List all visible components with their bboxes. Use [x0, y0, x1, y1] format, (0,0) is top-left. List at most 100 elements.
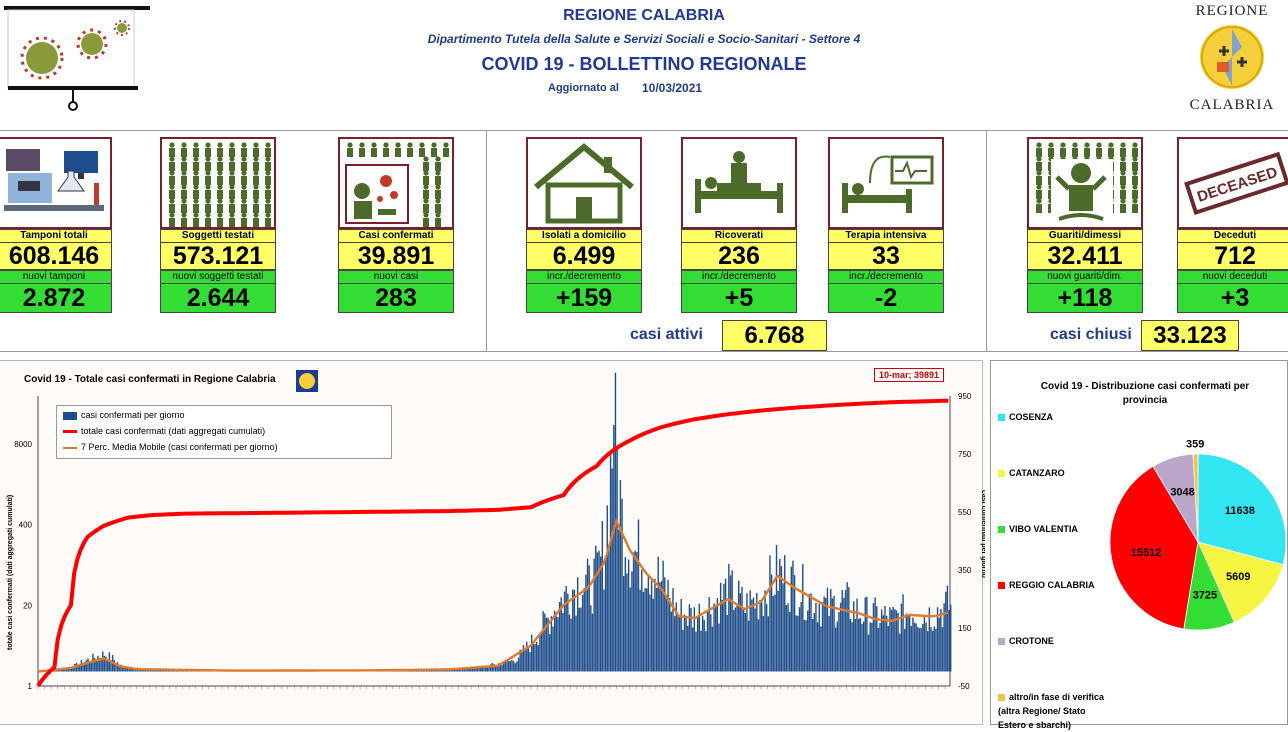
daily-bar	[114, 660, 115, 671]
daily-bar	[907, 614, 908, 672]
daily-bar	[529, 652, 530, 671]
pie-legend-item: REGGIO CALABRIA	[998, 580, 1095, 590]
left-tick-label: 8000	[14, 440, 32, 449]
kpi-value: 32.411	[1027, 243, 1143, 270]
daily-bar	[630, 587, 631, 671]
legend-swatch	[998, 470, 1005, 477]
casi-chiusi-value: 33.123	[1141, 320, 1239, 351]
deceased-stamp-icon: DECEASED	[1179, 139, 1288, 227]
legend-item-cumulative: totale casi confermati (dati aggregati c…	[63, 426, 265, 436]
daily-bar	[731, 570, 732, 671]
daily-bar	[704, 620, 705, 672]
daily-bar	[879, 623, 880, 672]
daily-bar	[850, 619, 851, 672]
daily-bar	[549, 634, 550, 671]
coat-of-arms-icon	[1197, 22, 1267, 92]
daily-bar	[722, 600, 723, 672]
daily-bar	[681, 599, 682, 671]
daily-bar	[685, 618, 686, 672]
hospital-bed-icon	[681, 137, 797, 229]
daily-bar	[805, 620, 806, 671]
daily-bar	[764, 590, 765, 671]
daily-bar	[842, 590, 843, 672]
daily-bar	[753, 598, 754, 672]
casi-attivi-label: casi attivi	[630, 326, 703, 344]
daily-bar	[501, 665, 502, 671]
daily-bar	[874, 597, 875, 671]
legend-item-moving-avg: 7 Perc. Media Mobile (casi confermati pe…	[63, 442, 278, 452]
kpi-sub-label: nuovi soggetti testati	[160, 270, 276, 284]
pie-data-label: 15512	[1131, 547, 1162, 559]
daily-bar	[750, 590, 751, 671]
daily-bar	[528, 647, 529, 671]
daily-bar	[888, 626, 889, 671]
daily-bar	[741, 587, 742, 672]
kpi-label: Guariti/dimessi	[1027, 229, 1143, 243]
daily-bar	[768, 616, 769, 671]
daily-bar	[807, 611, 808, 672]
daily-bar	[600, 556, 601, 671]
daily-bar	[911, 626, 912, 671]
daily-bar	[786, 605, 787, 671]
daily-bar	[634, 550, 635, 671]
hospital-bed-icon	[683, 139, 795, 227]
daily-bar	[577, 577, 578, 671]
updated-date: 10/03/2021	[642, 81, 702, 95]
region-logo: REGIONE CALABRIA	[1180, 3, 1284, 113]
pie-legend-item: CATANZARO	[998, 468, 1065, 478]
lab-icon	[0, 139, 110, 227]
daily-bar	[644, 588, 645, 672]
daily-bar	[815, 603, 816, 672]
daily-bar	[556, 616, 557, 671]
kpi-label: Tamponi totali	[0, 229, 112, 243]
daily-bar	[782, 583, 783, 671]
header-department: Dipartimento Tutela della Salute e Servi…	[0, 32, 1288, 46]
daily-bar	[856, 599, 857, 672]
kpi-value: 6.499	[526, 243, 642, 270]
daily-bar	[669, 598, 670, 672]
pie-legend-label: CATANZARO	[1009, 468, 1065, 478]
daily-bar	[766, 604, 767, 671]
daily-bar	[710, 614, 711, 671]
daily-bar	[562, 613, 563, 672]
house-icon	[528, 139, 640, 227]
daily-bar	[661, 581, 662, 671]
daily-bar	[934, 627, 935, 672]
daily-bar	[802, 564, 803, 672]
daily-bar	[674, 616, 675, 671]
daily-bar	[91, 662, 92, 672]
virus-person-icon	[340, 139, 452, 227]
pie-legend-item: CROTONE	[998, 636, 1054, 646]
daily-bar	[531, 635, 532, 672]
legend-swatch	[998, 694, 1005, 701]
logo-top-text: REGIONE	[1180, 3, 1284, 20]
daily-bar	[658, 557, 659, 672]
people-grid-icon	[160, 137, 276, 229]
daily-bar	[774, 595, 775, 672]
daily-bar	[901, 604, 902, 672]
daily-bar	[838, 612, 839, 672]
kpi-divider-2	[986, 130, 987, 352]
daily-bar	[579, 608, 580, 672]
daily-bar	[570, 619, 571, 672]
kpi-sub-label: nuovi deceduti	[1177, 270, 1288, 284]
daily-bar	[945, 592, 946, 672]
pie-legend-label: COSENZA	[1009, 412, 1053, 422]
kpi-sub-value: 283	[338, 284, 454, 313]
kpi-sub-label: incr./decremento	[526, 270, 642, 284]
pie-legend-label: altro/in fase di verifica (altra Regione…	[998, 692, 1104, 730]
daily-bar	[728, 564, 729, 672]
daily-bar	[643, 592, 644, 672]
daily-bar	[832, 598, 833, 671]
daily-bar	[697, 617, 698, 671]
daily-bar	[871, 623, 872, 672]
daily-bar	[727, 615, 728, 672]
daily-bar	[738, 581, 739, 672]
left-axis-title: totale casi confermati (dati aggregati c…	[7, 495, 14, 650]
daily-bar	[899, 634, 900, 672]
daily-bar	[743, 610, 744, 672]
daily-bar	[914, 623, 915, 672]
daily-bar	[763, 616, 764, 671]
daily-bar	[662, 561, 663, 672]
